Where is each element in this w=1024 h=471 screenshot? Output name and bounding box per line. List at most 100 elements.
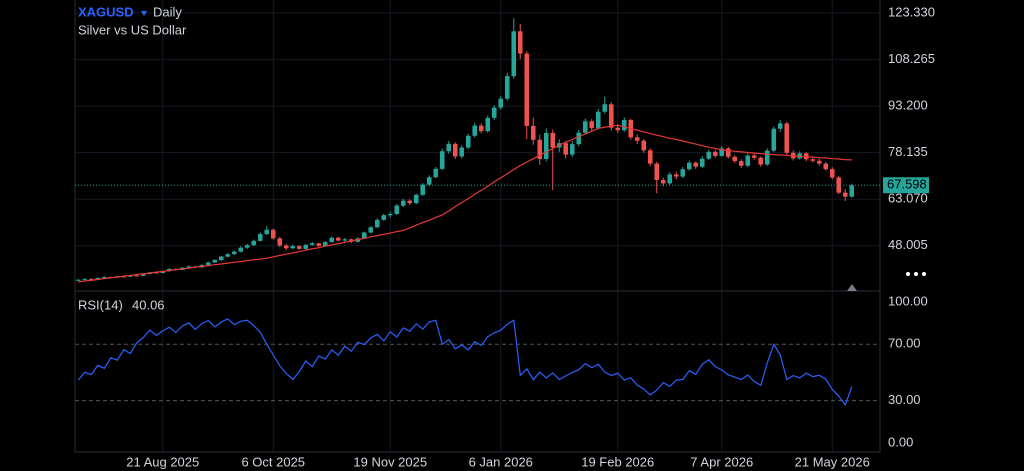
description: Silver vs US Dollar — [78, 22, 187, 37]
candle-body — [654, 163, 660, 180]
candle-body — [615, 127, 621, 131]
candle-body — [602, 104, 608, 112]
candle-body — [426, 177, 432, 185]
candle-body — [264, 229, 270, 235]
candle-body — [153, 272, 159, 274]
candle-body — [550, 133, 556, 148]
interval[interactable]: Daily — [153, 4, 182, 19]
price-label-box — [883, 177, 929, 194]
candle-body — [641, 140, 647, 151]
candle-body — [231, 251, 237, 255]
candle-body — [316, 243, 322, 246]
candle-body — [374, 219, 380, 228]
candle-body — [667, 174, 673, 184]
x-tick-label: 19 Feb 2026 — [581, 454, 654, 469]
rsi-tick-label: 0.00 — [888, 434, 913, 449]
rsi-value: 40.06 — [132, 297, 165, 312]
x-tick-label: 21 Aug 2025 — [126, 454, 199, 469]
candle-body — [270, 229, 276, 239]
candle-body — [140, 273, 146, 276]
candle-body — [725, 148, 731, 157]
candle-body — [205, 262, 211, 265]
candle-body — [335, 237, 341, 241]
candle-body — [342, 239, 348, 241]
candle-body — [400, 200, 406, 206]
candle-body — [439, 151, 445, 169]
collapse-arrow[interactable] — [847, 284, 857, 291]
candle-body — [296, 246, 302, 249]
candle-body — [680, 169, 686, 177]
x-tick-label: 7 Apr 2026 — [690, 454, 753, 469]
candle-body — [673, 174, 679, 177]
candle-body — [823, 163, 829, 170]
candle-body — [777, 123, 783, 129]
candle-body — [413, 194, 419, 204]
marks — [75, 18, 880, 407]
x-tick-label: 19 Nov 2025 — [353, 454, 427, 469]
candle-body — [569, 144, 575, 155]
candle-body — [101, 277, 107, 279]
candle-body — [459, 147, 465, 157]
candle-body — [212, 260, 218, 263]
candle-body — [810, 159, 816, 161]
candle-body — [446, 143, 452, 152]
candle-body — [634, 137, 640, 141]
candle-body — [472, 125, 478, 136]
candle-body — [712, 151, 718, 156]
candle-body — [218, 256, 224, 261]
candle-body — [745, 155, 751, 166]
candle-body — [491, 107, 497, 118]
candle-body — [186, 266, 192, 268]
candle-body — [329, 237, 335, 243]
candle-body — [121, 276, 127, 278]
candle-body — [543, 133, 549, 159]
rsi-label: RSI(14) — [78, 297, 123, 312]
more-menu[interactable] — [906, 272, 926, 276]
symbol-dropdown[interactable] — [141, 11, 147, 16]
y-tick-label: 63.070 — [888, 191, 928, 206]
candle-body — [595, 111, 601, 129]
candle-body — [134, 275, 140, 277]
candle-body — [420, 184, 426, 195]
candle-body — [225, 254, 231, 257]
y-tick-label: 48.005 — [888, 237, 928, 252]
candle-body — [290, 246, 296, 249]
candle-body — [589, 121, 595, 129]
candle-body — [387, 213, 393, 216]
candle-body — [706, 151, 712, 159]
dot — [922, 272, 926, 276]
candle-body — [478, 125, 484, 132]
candle-body — [771, 128, 777, 151]
candle-body — [257, 234, 263, 241]
dot — [914, 272, 918, 276]
candle-body — [836, 177, 842, 193]
candle-body — [452, 143, 458, 157]
candle-body — [283, 245, 289, 249]
candle-body — [647, 150, 653, 164]
candle-body — [699, 158, 705, 167]
candle-body — [381, 215, 387, 220]
candle-body — [537, 139, 543, 159]
candle-body — [608, 104, 614, 128]
candle-body — [686, 162, 692, 170]
candle-body — [660, 179, 666, 184]
candle-body — [251, 240, 257, 246]
candle-body — [498, 98, 504, 108]
candle-body — [465, 135, 471, 148]
y-tick-label: 78.135 — [888, 144, 928, 159]
candle-body — [95, 277, 101, 280]
candle-body — [732, 156, 738, 162]
candle-body — [621, 120, 627, 131]
candle-body — [738, 161, 744, 166]
candle-body — [563, 143, 569, 155]
candle-body — [244, 245, 250, 248]
candle-body — [576, 132, 582, 145]
x-tick-label: 6 Jan 2026 — [469, 454, 533, 469]
candle-body — [504, 76, 510, 99]
symbol[interactable]: XAGUSD — [78, 4, 134, 19]
y-tick-label: 93.200 — [888, 98, 928, 113]
candle-body — [433, 168, 439, 178]
candle-body — [485, 117, 491, 132]
candle-body — [394, 205, 400, 214]
